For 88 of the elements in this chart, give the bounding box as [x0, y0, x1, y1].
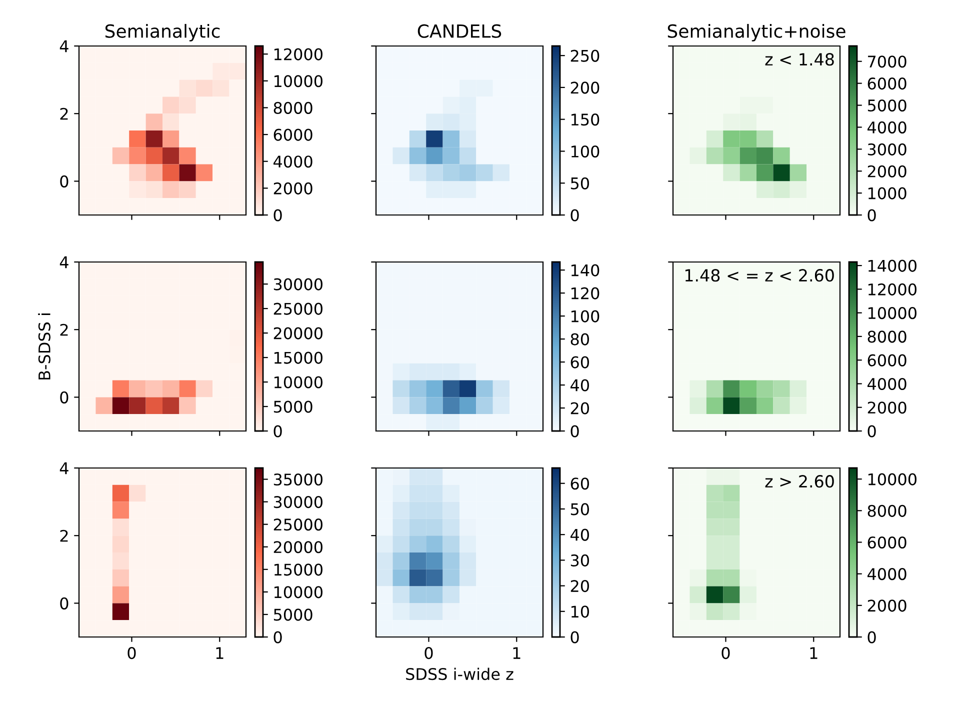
- color-bar-label: 3000: [868, 143, 906, 156]
- color-bar-label: 4000: [274, 156, 312, 168]
- color-bar-label: 40: [570, 528, 589, 541]
- y-tick-label: 2: [60, 324, 68, 336]
- color-bar-label: 10000: [274, 586, 322, 598]
- color-bar-label: 10: [571, 606, 589, 618]
- color-bar-label: 0: [570, 209, 579, 222]
- color-bar-label: 25000: [274, 302, 322, 315]
- color-bar-label: 0: [274, 631, 282, 644]
- color-bar-label: 12000: [868, 283, 916, 296]
- color-bar-label: 20000: [274, 541, 322, 554]
- color-bar-label: 25000: [274, 518, 322, 531]
- color-bar-label: 8000: [868, 330, 906, 343]
- color-bar-label: 50: [570, 503, 589, 516]
- x-axis-title: SDSS i-wide z: [406, 668, 514, 680]
- y-tick-label: 4: [60, 40, 68, 52]
- color-bar-label: 10000: [868, 473, 916, 486]
- color-bar-label: 2000: [274, 182, 312, 194]
- color-bar-label: 15000: [274, 352, 322, 364]
- x-tick-label: 0: [424, 647, 433, 660]
- color-bar-label: 5000: [868, 99, 906, 112]
- color-bar-label: 5000: [274, 400, 312, 413]
- color-bar-label: 40: [570, 379, 589, 392]
- color-bar-label: 60: [570, 356, 589, 368]
- color-bar-label: 14000: [868, 260, 916, 272]
- x-tick-label: 0: [128, 647, 136, 660]
- color-bar-label: 12000: [274, 48, 322, 60]
- color-bar-label: 8000: [274, 102, 312, 114]
- color-bar-label: 6000: [868, 354, 906, 366]
- y-tick-label: 0: [60, 391, 68, 404]
- color-bar-label: 0: [274, 425, 282, 438]
- color-bar-label: 10000: [274, 376, 322, 388]
- color-bar-label: 1000: [868, 187, 906, 200]
- color-bar-label: 7000: [868, 56, 906, 68]
- color-bar-label: 120: [571, 287, 600, 300]
- color-bar-label: 15000: [274, 564, 322, 576]
- color-bar-label: 2000: [868, 600, 906, 612]
- x-tick-label: 1: [810, 647, 818, 659]
- color-bar-label: 100: [571, 145, 600, 158]
- color-bar-label: 0: [570, 425, 579, 438]
- color-bar-label: 35000: [274, 473, 322, 486]
- annotation: z < 1.48: [765, 53, 834, 66]
- annotation: z > 2.60: [765, 475, 834, 488]
- color-bar-label: 0: [570, 631, 579, 644]
- chart-title: CANDELS: [418, 24, 502, 38]
- y-tick-label: 2: [60, 108, 68, 120]
- color-bar-label: 50: [570, 177, 589, 190]
- color-bar-label: 6000: [274, 128, 312, 141]
- color-bar-label: 20000: [274, 327, 322, 340]
- x-tick-label: 0: [722, 647, 730, 660]
- color-bar-label: 10000: [274, 75, 322, 88]
- color-bar-label: 30000: [274, 278, 322, 290]
- color-bar-label: 0: [868, 209, 876, 222]
- color-bar-label: 250: [570, 50, 600, 62]
- annotation: 1.48 < = z < 2.60: [685, 269, 834, 282]
- color-bar-label: 0: [274, 209, 282, 222]
- y-tick-label: 0: [60, 597, 68, 610]
- color-bar-label: 0: [868, 425, 876, 438]
- color-bar-label: 8000: [868, 504, 906, 517]
- y-axis-title: B-SDSS i: [38, 314, 50, 380]
- color-bar-label: 150: [571, 114, 600, 126]
- chart-title: Semianalytic: [105, 24, 220, 42]
- x-tick-label: 1: [216, 647, 224, 659]
- y-tick-label: 4: [60, 462, 68, 474]
- color-bar-label: 60: [570, 478, 589, 490]
- y-tick-label: 2: [60, 530, 68, 542]
- color-bar-label: 20: [570, 402, 589, 414]
- color-bar-label: 0: [868, 631, 876, 644]
- color-bar-label: 2000: [868, 165, 906, 178]
- color-bar-label: 30: [570, 554, 589, 566]
- color-bar-label: 4000: [868, 568, 906, 580]
- color-bar-label: 100: [571, 310, 600, 322]
- color-bar-label: 2000: [868, 402, 906, 414]
- color-bar-label: 80: [570, 333, 589, 346]
- color-bar-label: 20: [570, 580, 589, 592]
- color-bar-label: 4000: [868, 121, 906, 134]
- color-bar-label: 200: [570, 82, 600, 94]
- y-tick-label: 4: [60, 256, 68, 268]
- color-bar-label: 140: [571, 264, 600, 276]
- x-tick-label: 1: [513, 647, 520, 659]
- color-bar-label: 5000: [274, 608, 312, 621]
- color-bar-label: 6000: [868, 78, 906, 90]
- chart-title: Semianalytic+noise: [668, 24, 846, 42]
- color-bar-label: 10000: [868, 307, 916, 320]
- color-bar-label: 30000: [274, 496, 322, 508]
- color-bar-label: 6000: [868, 536, 906, 549]
- color-bar-label: 4000: [868, 378, 906, 390]
- y-tick-label: 0: [60, 175, 68, 188]
